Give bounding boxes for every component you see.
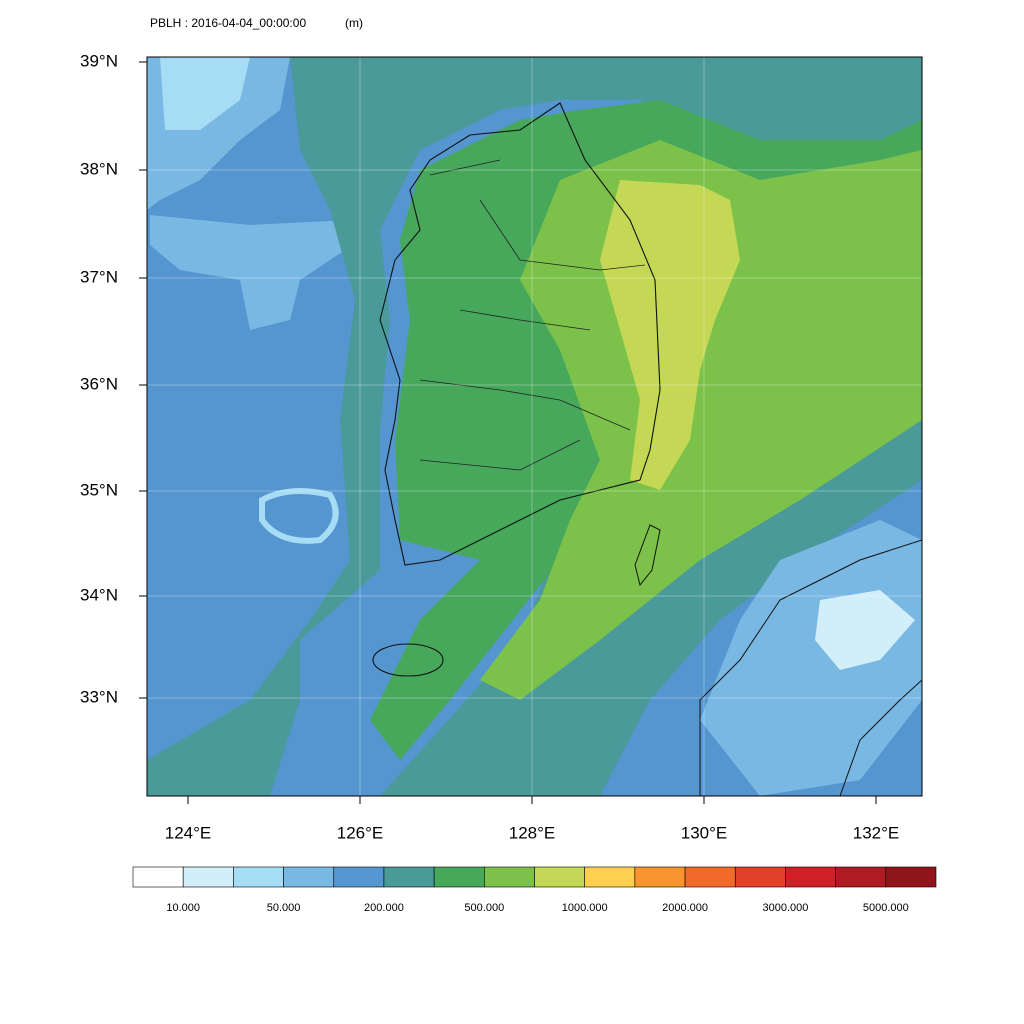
jeju (372, 643, 444, 677)
lat-label: 39°N (80, 51, 118, 70)
colorbar-label: 10.000 (166, 902, 200, 914)
tsushima (634, 524, 661, 587)
colorbar-box (333, 866, 385, 888)
colorbar-box (734, 866, 786, 888)
lon-label: 128°E (509, 823, 556, 842)
colorbar-box (885, 866, 937, 888)
coastline (379, 102, 661, 566)
colorbar-box (383, 866, 435, 888)
colorbar-box (182, 866, 234, 888)
colorbar-box (233, 866, 284, 888)
field-ring (259, 488, 339, 544)
japan-coast (699, 539, 922, 796)
lon-label: 132°E (853, 823, 900, 842)
field-low (700, 520, 922, 796)
field-low (150, 215, 350, 330)
borders (419, 159, 646, 471)
colorbar-label: 2000.000 (662, 902, 708, 914)
field-highest (600, 180, 740, 490)
lon-label: 126°E (337, 823, 384, 842)
colorbar-box (484, 866, 535, 888)
title: PBLH : 2016-04-04_00:00:00 (150, 16, 306, 30)
colorbar-label: 500.000 (464, 902, 504, 914)
colorbar-label: 1000.000 (562, 902, 608, 914)
lat-label: 38°N (80, 159, 118, 178)
colorbar-box (634, 866, 686, 888)
field-lowest (160, 57, 250, 130)
field-higher (480, 140, 922, 700)
lon-label: 130°E (681, 823, 728, 842)
colorbar-label: 3000.000 (762, 902, 808, 914)
colorbar-label: 50.000 (267, 902, 301, 914)
graticule (147, 57, 922, 796)
lat-label: 37°N (80, 267, 118, 286)
colorbar-label: 200.000 (364, 902, 404, 914)
colorbar-box (433, 866, 485, 888)
colorbar-box (785, 866, 836, 888)
colorbar-label: 5000.000 (863, 902, 909, 914)
colorbar-box (584, 866, 636, 888)
lat-label: 36°N (80, 374, 118, 393)
lat-label: 35°N (80, 480, 118, 499)
colorbar-box (534, 866, 585, 888)
colorbar-box (684, 866, 736, 888)
field-lowest (815, 590, 915, 670)
field-mid (147, 57, 922, 796)
lat-label: 33°N (80, 687, 118, 706)
lon-label: 124°E (165, 823, 212, 842)
map-field (147, 57, 922, 796)
lat-label: 34°N (80, 585, 118, 604)
colorbar-box (835, 866, 887, 888)
colorbar-box (132, 866, 184, 888)
units: (m) (345, 16, 363, 30)
colorbar-box (283, 866, 335, 888)
annotations: 39°N 38°N 37°N 36°N 35°N 34°N 33°N 124°E 126°E 12… (80, 51, 937, 914)
plot-frame (146, 56, 923, 797)
